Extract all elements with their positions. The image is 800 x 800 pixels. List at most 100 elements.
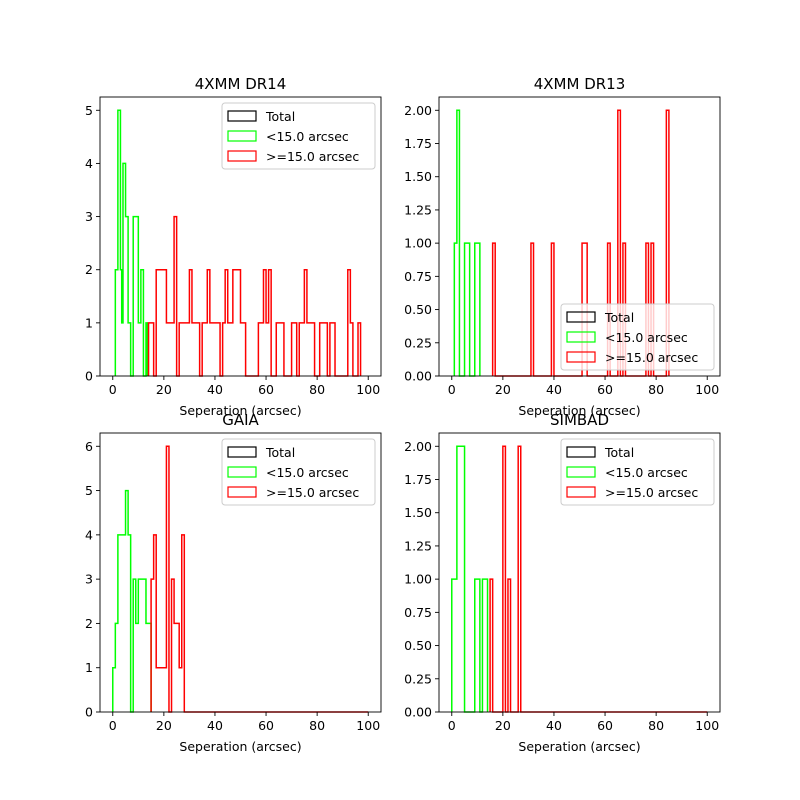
legend-label: Total [604,310,634,325]
legend-swatch [566,351,596,363]
y-tick-label: 1.00 [404,236,432,251]
x-axis-label: Seperation (arcsec) [518,739,640,754]
x-tick-label: 20 [156,718,172,733]
legend-label: <15.0 arcsec [266,129,349,144]
x-tick-label: 80 [648,718,664,733]
x-tick-label: 20 [495,718,511,733]
legend-swatch [227,150,257,162]
x-tick-label: 40 [207,382,223,397]
legend-label: >=15.0 arcsec [605,485,698,500]
legend-swatch [566,446,596,458]
x-tick-label: 60 [597,382,613,397]
legend-label: <15.0 arcsec [605,465,688,480]
subplot-3: 0 20 40 60 80 100 0 1 2 3 4 5 6 GAIA Seperation (arcse… [85,411,382,754]
y-tick-label: 6 [85,439,93,454]
y-tick-label: 2.00 [404,439,432,454]
y-tick-label: 1.25 [404,202,432,217]
x-tick-label: 100 [695,382,719,397]
legend-swatch [566,486,596,498]
y-tick-label: 3 [85,572,93,587]
legend-swatch [227,486,257,498]
x-tick-label: 40 [546,718,562,733]
legend-swatch [227,110,257,122]
subplot-title: 4XMM DR13 [534,75,626,93]
axes-frame [99,432,382,713]
y-tick-label: 1.00 [404,572,432,587]
axes-frame [438,432,721,713]
y-tick-label: 2 [85,262,93,277]
y-tick-label: 1 [85,315,93,330]
legend-label: >=15.0 arcsec [266,485,359,500]
legend-swatch [227,466,257,478]
x-tick-label: 80 [309,718,325,733]
x-tick-label: 60 [597,718,613,733]
legend-label: <15.0 arcsec [266,465,349,480]
legend-box [221,438,376,506]
y-tick-label: 1.25 [404,538,432,553]
legend-box [560,438,715,506]
x-tick-label: 40 [546,382,562,397]
legend: Total <15.0 arcsec >=15.0 arcsec [221,438,376,506]
series-line-1 [453,109,481,377]
x-tick-label: 80 [648,382,664,397]
legend-label: >=15.0 arcsec [605,350,698,365]
legend-label: <15.0 arcsec [605,330,688,345]
legend: Total <15.0 arcsec >=15.0 arcsec [221,102,376,170]
subplot-title: 4XMM DR14 [195,75,287,93]
legend-swatch [566,311,596,323]
y-tick-label: 1.50 [404,505,432,520]
subplot-title: SIMBAD [550,411,609,429]
y-tick-label: 1.75 [404,136,432,151]
x-axis-label: Seperation (arcsec) [518,403,640,418]
legend-label: Total [265,109,295,124]
axes-frame [438,96,721,377]
legend-label: Total [604,445,634,460]
x-tick-label: 0 [109,718,117,733]
y-tick-label: 5 [85,483,93,498]
y-tick-label: 5 [85,103,93,118]
x-tick-label: 60 [258,718,274,733]
x-tick-label: 100 [356,718,380,733]
y-tick-label: 0.25 [404,671,432,686]
x-tick-label: 20 [495,382,511,397]
legend: Total <15.0 arcsec >=15.0 arcsec [560,438,715,506]
y-tick-label: 1.50 [404,169,432,184]
y-tick-label: 2.00 [404,103,432,118]
y-tick-label: 0.75 [404,605,432,620]
x-tick-label: 0 [448,382,456,397]
y-tick-label: 3 [85,209,93,224]
x-tick-label: 20 [156,382,172,397]
y-tick-label: 0 [85,705,93,720]
y-tick-label: 4 [85,527,93,542]
legend: Total <15.0 arcsec >=15.0 arcsec [560,303,715,371]
y-tick-label: 0.50 [404,302,432,317]
legend-swatch [227,130,257,142]
series-line-1 [114,109,149,377]
y-tick-label: 0.75 [404,269,432,284]
x-tick-label: 80 [309,382,325,397]
legend-label: Total [265,445,295,460]
subplot-2: 0 20 40 60 80 100 0.00 0.25 0.50 0.75 1.00 1.25 1.50… [404,75,721,418]
legend-label: >=15.0 arcsec [266,149,359,164]
series-line-1 [451,445,489,713]
series-line-2 [147,215,362,377]
legend-swatch [227,446,257,458]
legend-box [221,102,376,170]
legend-swatch [566,331,596,343]
y-tick-label: 4 [85,156,93,171]
subplot-1: 0 20 40 60 80 100 0 1 2 3 4 5 4XMM DR14 Seperation (a… [85,75,382,418]
x-axis-label: Seperation (arcsec) [179,403,301,418]
subplot-title: GAIA [222,411,259,429]
series-line-1 [112,489,152,713]
legend-swatch [566,466,596,478]
y-tick-label: 2 [85,616,93,631]
x-tick-label: 100 [695,718,719,733]
y-tick-label: 0.25 [404,335,432,350]
y-tick-label: 1 [85,660,93,675]
y-tick-label: 1.75 [404,472,432,487]
x-axis-label: Seperation (arcsec) [179,739,301,754]
y-tick-label: 0 [85,369,93,384]
axes-frame [99,96,382,377]
subplot-4: 0 20 40 60 80 100 0.00 0.25 0.50 0.75 1.00 1.25 1.50… [404,411,721,754]
